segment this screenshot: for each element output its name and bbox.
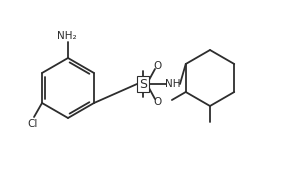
Text: NH: NH	[165, 79, 181, 89]
Text: O: O	[153, 61, 161, 71]
Text: Cl: Cl	[28, 119, 38, 129]
Text: O: O	[153, 97, 161, 107]
Text: NH₂: NH₂	[57, 31, 77, 41]
Text: S: S	[139, 78, 147, 91]
